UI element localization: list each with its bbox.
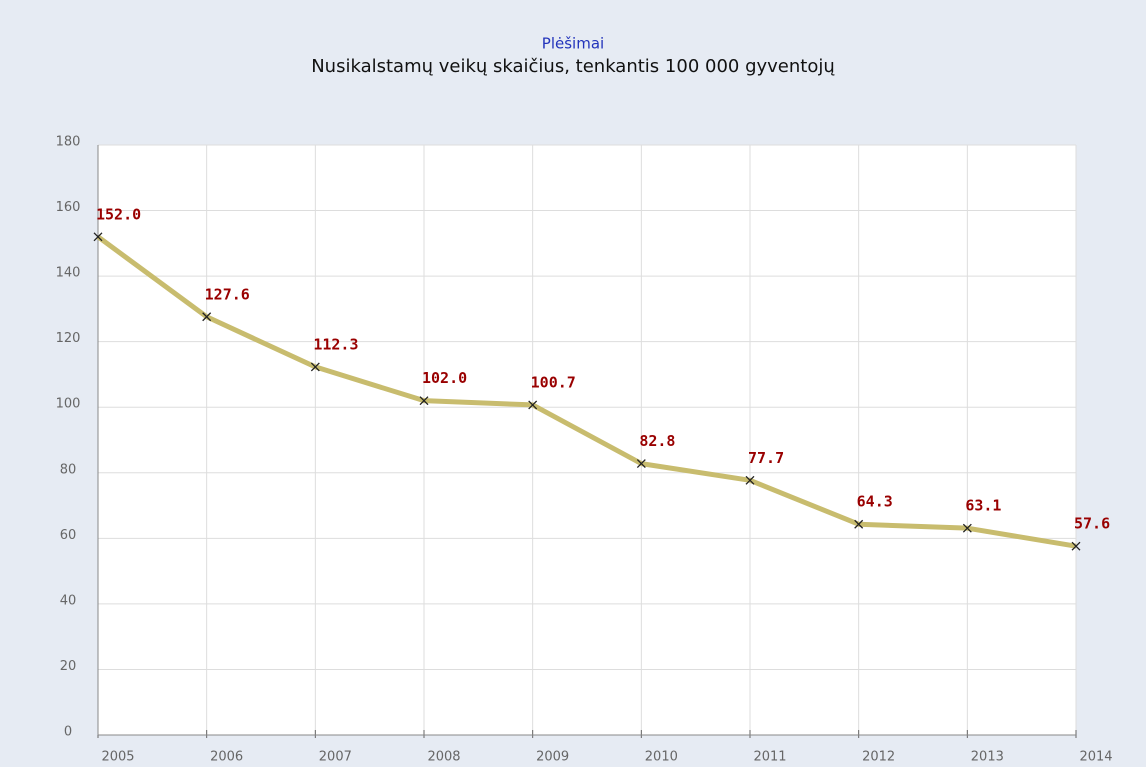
marker — [419, 396, 429, 406]
x-tick-label: 2005 — [101, 750, 134, 765]
x-tick-label: 2014 — [1079, 750, 1112, 765]
y-tick-label: 160 — [56, 200, 81, 215]
marker — [745, 475, 755, 485]
y-tick-label: 120 — [56, 331, 81, 346]
plot-area — [98, 145, 1076, 735]
marker — [310, 362, 320, 372]
x-tick-label: 2011 — [753, 750, 786, 765]
y-tick-label: 180 — [56, 135, 81, 150]
y-tick-label: 20 — [60, 659, 77, 674]
data-label: 82.8 — [639, 432, 675, 450]
data-label: 152.0 — [96, 205, 141, 223]
y-tick-label: 0 — [64, 725, 72, 740]
marker — [93, 232, 103, 242]
chart-title: Plėšimai — [542, 35, 604, 53]
y-tick-label: 60 — [60, 528, 77, 543]
data-label: 63.1 — [965, 497, 1001, 515]
marker — [528, 400, 538, 410]
data-line — [96, 234, 1077, 549]
x-tick-label: 2006 — [210, 750, 243, 765]
marker — [962, 523, 972, 533]
data-label: 112.3 — [313, 335, 358, 353]
data-label: 102.0 — [422, 369, 467, 387]
marker — [854, 519, 864, 529]
data-label: 127.6 — [205, 285, 250, 303]
chart-subtitle: Nusikalstamų veikų skaičius, tenkantis 1… — [311, 56, 835, 77]
y-tick-label: 80 — [60, 462, 77, 477]
x-tick-label: 2013 — [971, 750, 1004, 765]
x-tick-label: 2007 — [319, 750, 352, 765]
y-tick-label: 100 — [56, 397, 81, 412]
data-label: 77.7 — [748, 449, 784, 467]
marker — [202, 312, 212, 322]
x-tick-label: 2008 — [427, 750, 460, 765]
x-tick-label: 2012 — [862, 750, 895, 765]
x-tick-label: 2009 — [536, 750, 569, 765]
data-label: 64.3 — [857, 493, 893, 511]
y-tick-label: 140 — [56, 266, 81, 281]
marker — [636, 459, 646, 469]
data-label: 57.6 — [1074, 515, 1110, 533]
x-tick-label: 2010 — [645, 750, 678, 765]
data-label: 100.7 — [531, 373, 576, 391]
marker — [1071, 541, 1081, 551]
y-tick-label: 40 — [60, 593, 77, 608]
